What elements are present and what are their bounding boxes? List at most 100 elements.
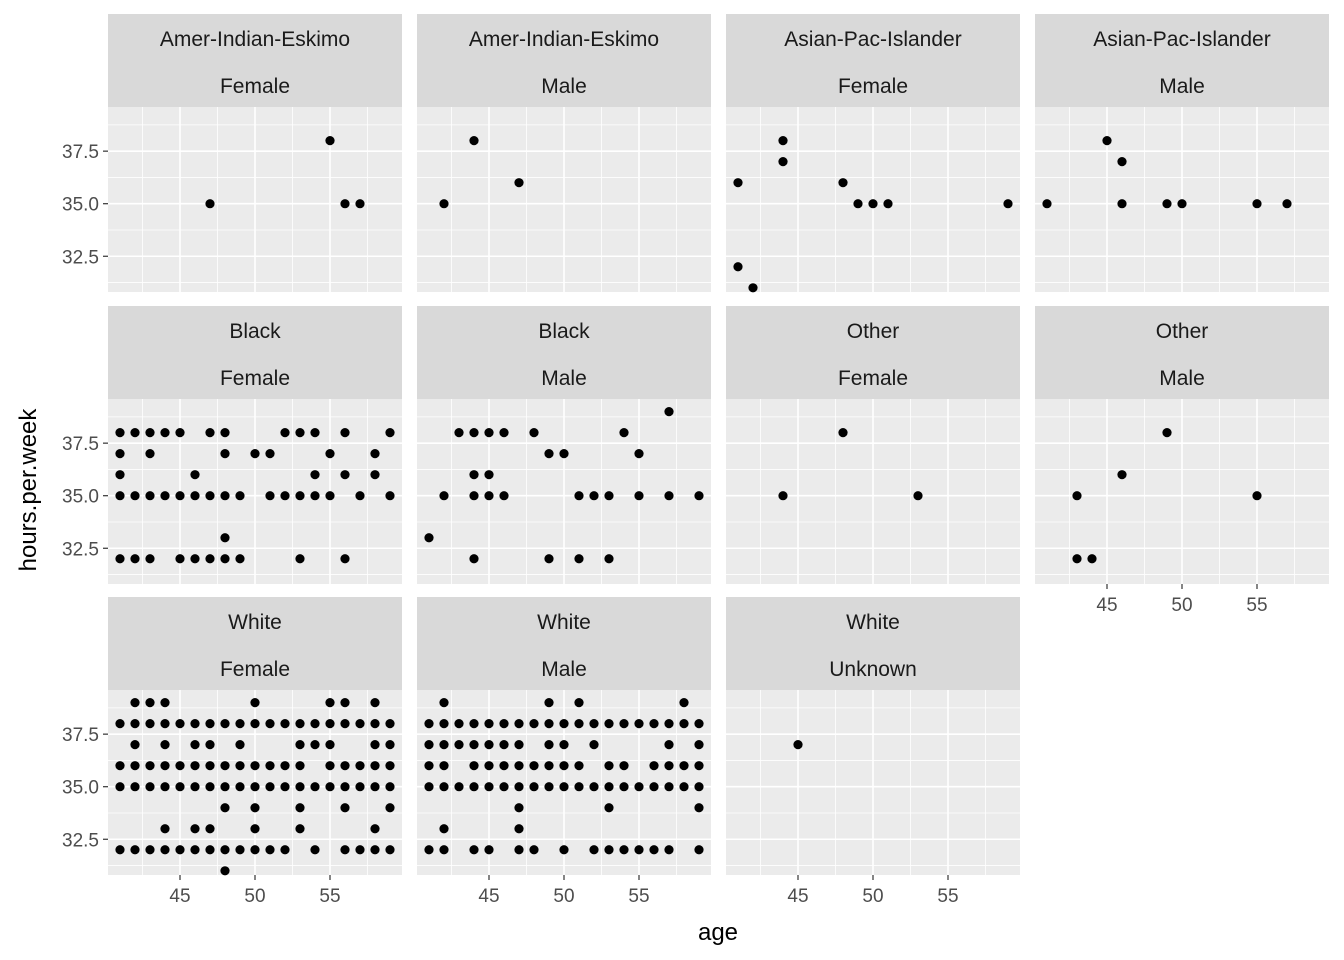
data-point [220,761,230,771]
facet-strip-race-label: Other [1156,320,1209,343]
data-point [145,554,155,564]
data-point [619,761,629,771]
data-point [1282,199,1292,209]
data-point [544,719,554,729]
data-point [1003,199,1013,209]
data-point [325,782,335,792]
data-point [1117,157,1127,167]
data-point [250,845,260,855]
data-point [574,698,584,708]
data-point [325,136,335,146]
data-point [883,199,893,209]
data-point [160,491,170,501]
data-point [694,740,704,750]
data-point [325,740,335,750]
data-point [574,761,584,771]
data-point [604,761,614,771]
data-point [439,824,449,834]
x-tick-label: 45 [169,886,190,907]
data-point [424,845,434,855]
facet-strip [726,597,1020,690]
data-point [619,782,629,792]
data-point [145,491,155,501]
data-point [574,782,584,792]
data-point [340,782,350,792]
facet-strip-sex-label: Female [220,658,290,681]
facet-panel: Amer-Indian-Eskimo Male [417,14,711,292]
data-point [160,719,170,729]
data-point [1072,554,1082,564]
data-point [514,761,524,771]
x-tick-label: 50 [862,886,883,907]
data-point [370,719,380,729]
data-point [280,761,290,771]
facet-strip [726,306,1020,399]
data-point [649,845,659,855]
data-point [664,407,674,417]
facet-strip-sex-label: Male [1159,367,1205,390]
data-point [619,719,629,729]
data-point [325,698,335,708]
data-point [679,782,689,792]
data-point [385,719,395,729]
data-point [190,470,200,480]
data-point [664,740,674,750]
data-point [250,803,260,813]
data-point [220,719,230,729]
facet-strip-race-label: White [228,611,282,634]
data-point [544,698,554,708]
facet-strip-sex-label: Female [838,75,908,98]
data-point [130,428,140,438]
data-point [130,491,140,501]
data-point [325,719,335,729]
facet-panel: Asian-Pac-Islander Male [1035,14,1329,292]
data-point [175,845,185,855]
data-point [190,782,200,792]
data-point [265,782,275,792]
data-point [310,845,320,855]
data-point [604,491,614,501]
data-point [370,824,380,834]
data-point [748,283,758,293]
data-point [370,449,380,459]
data-point [694,719,704,729]
data-point [424,782,434,792]
data-point [310,740,320,750]
data-point [853,199,863,209]
data-point [175,782,185,792]
data-point [619,428,629,438]
data-point [325,761,335,771]
data-point [130,782,140,792]
data-point [1162,199,1172,209]
data-point [439,845,449,855]
data-point [499,491,509,501]
data-point [145,428,155,438]
data-point [205,740,215,750]
data-point [664,782,674,792]
data-point [514,824,524,834]
data-point [160,782,170,792]
facet-panels: Amer-Indian-EskimoFemale32.535.037.5Amer… [62,14,1329,907]
y-tick-label: 37.5 [62,142,99,163]
data-point [424,533,434,543]
data-point [355,845,365,855]
data-point [469,761,479,771]
data-point [265,449,275,459]
data-point [340,428,350,438]
x-tick-label: 50 [553,886,574,907]
facet-panel: Other Female [726,306,1020,584]
data-point [385,782,395,792]
data-point [385,803,395,813]
facet-strip [108,597,402,690]
data-point [310,491,320,501]
data-point [295,491,305,501]
data-point [1102,136,1112,146]
data-point [589,782,599,792]
data-point [544,449,554,459]
data-point [634,449,644,459]
data-point [484,491,494,501]
data-point [559,782,569,792]
facet-strip-race-label: Black [538,320,590,343]
data-point [235,554,245,564]
data-point [295,428,305,438]
